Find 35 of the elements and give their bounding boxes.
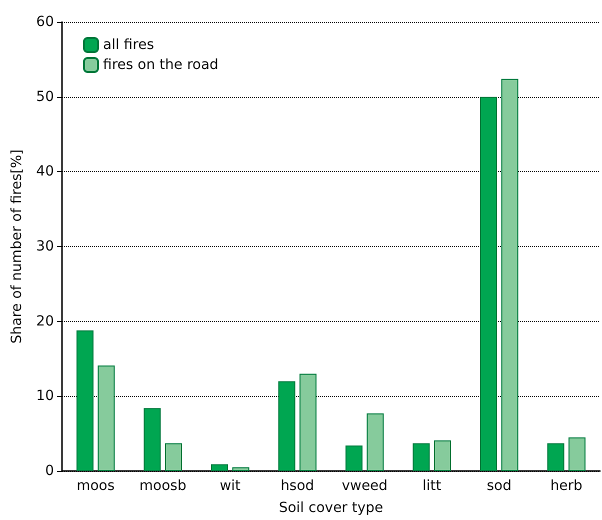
bar [366,413,384,471]
bar [278,381,296,471]
bar [547,443,564,471]
y-tick-label: 50 [36,88,54,105]
x-tick-label: wit [220,478,242,494]
y-tick-label: 10 [36,388,54,404]
x-tick-label: vweed [342,478,388,494]
x-tick-label: hsod [280,478,314,494]
y-tick-label: 60 [36,14,54,30]
y-tick-label: 0 [45,463,54,479]
bar [568,437,586,471]
bar [346,446,362,471]
bar [412,443,430,471]
bar [300,374,316,471]
legend-label: fires on the road [103,57,218,73]
bar [232,467,250,471]
y-axis-title: Share of number of fires[%] [9,149,25,344]
y-tick-label: 20 [36,313,54,330]
x-tick-label: moos [76,478,115,494]
bar [165,443,182,471]
x-tick-label: herb [550,478,583,494]
bar [211,464,228,471]
x-axis-title: Soil cover type [278,500,384,516]
bar [76,330,94,471]
bar [144,408,161,471]
bar [434,440,451,471]
y-tick-label: 30 [36,238,54,254]
bar [501,78,518,471]
y-tick-label: 40 [36,164,54,180]
x-tick-label: litt [422,478,442,494]
bar [480,96,497,471]
x-tick-label: moosb [139,478,186,494]
bar [98,365,115,471]
x-tick-label: sod [486,478,512,494]
legend-label: all fires [103,37,154,53]
